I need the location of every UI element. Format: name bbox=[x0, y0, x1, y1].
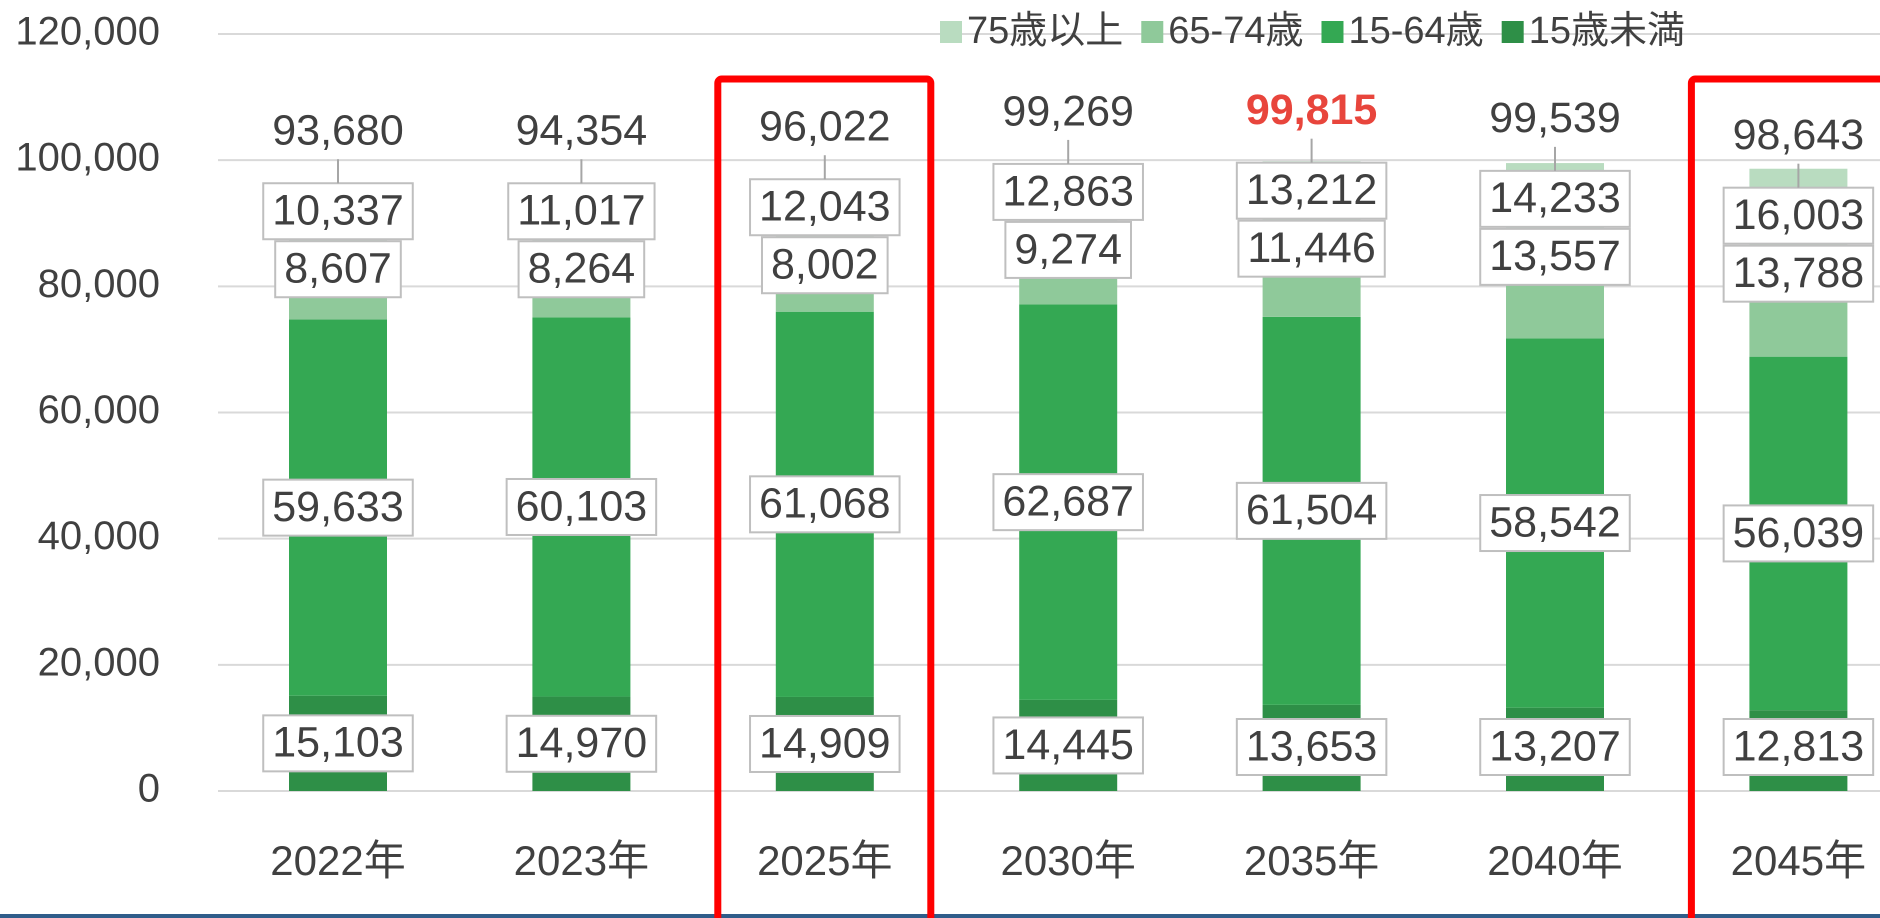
y-tick-label: 0 bbox=[138, 767, 160, 811]
data-label: 15,103 bbox=[272, 719, 404, 767]
data-label: 9,274 bbox=[1014, 225, 1122, 273]
total-label: 98,643 bbox=[1733, 111, 1865, 159]
legend-label: 15-64歳 bbox=[1348, 10, 1483, 52]
data-label-box bbox=[262, 714, 414, 773]
data-label-box bbox=[262, 182, 414, 241]
data-label-box bbox=[992, 716, 1144, 775]
legend-swatch bbox=[1141, 21, 1164, 43]
data-label: 56,039 bbox=[1733, 509, 1865, 557]
data-label: 10,337 bbox=[272, 187, 404, 235]
data-label-box bbox=[505, 714, 658, 773]
x-tick-label: 2045年 bbox=[1731, 837, 1866, 884]
data-label-box bbox=[1235, 718, 1388, 776]
data-label: 11,017 bbox=[517, 187, 645, 235]
total-label: 96,022 bbox=[759, 103, 891, 151]
data-label-box bbox=[749, 178, 901, 237]
data-label-box bbox=[1722, 718, 1875, 776]
x-tick-label: 2035年 bbox=[1244, 837, 1379, 884]
legend-label: 15歳未満 bbox=[1529, 10, 1685, 52]
total-label: 99,815 bbox=[1246, 86, 1378, 134]
data-label: 12,813 bbox=[1733, 722, 1865, 770]
data-label: 62,687 bbox=[1002, 478, 1134, 526]
total-label: 94,354 bbox=[516, 107, 648, 155]
data-label-box bbox=[505, 477, 658, 536]
highlight-box bbox=[714, 75, 935, 918]
x-tick-label: 2025年 bbox=[757, 837, 892, 884]
data-label: 13,212 bbox=[1246, 166, 1378, 214]
data-label: 12,863 bbox=[1002, 167, 1134, 215]
data-label: 14,445 bbox=[1002, 721, 1134, 769]
data-label: 60,103 bbox=[516, 482, 648, 530]
data-label-box bbox=[274, 240, 402, 299]
legend-swatch bbox=[1501, 21, 1524, 43]
data-label: 11,446 bbox=[1247, 224, 1375, 272]
data-label-box bbox=[1235, 481, 1388, 540]
legend-label: 65-74歳 bbox=[1168, 10, 1303, 52]
data-label-box bbox=[749, 475, 901, 534]
y-tick-label: 80,000 bbox=[38, 262, 160, 306]
data-label: 14,233 bbox=[1489, 174, 1621, 222]
data-label: 61,504 bbox=[1246, 486, 1378, 534]
legend-swatch bbox=[1321, 21, 1344, 43]
y-tick-label: 100,000 bbox=[15, 136, 160, 180]
x-tick-label: 2022年 bbox=[270, 837, 405, 884]
data-label-box bbox=[262, 478, 414, 537]
data-label: 12,043 bbox=[759, 183, 891, 231]
data-label: 16,003 bbox=[1733, 191, 1865, 239]
data-label-box bbox=[1722, 186, 1875, 245]
data-label-box bbox=[1237, 219, 1386, 278]
data-label: 14,970 bbox=[516, 719, 648, 767]
data-label-box bbox=[1235, 161, 1388, 220]
y-tick-label: 120,000 bbox=[15, 10, 160, 54]
data-label: 61,068 bbox=[759, 480, 891, 528]
y-tick-label: 20,000 bbox=[38, 640, 160, 684]
data-label-box bbox=[749, 714, 901, 773]
data-label: 13,557 bbox=[1489, 232, 1621, 280]
x-tick-label: 2040年 bbox=[1487, 837, 1622, 884]
total-label: 93,680 bbox=[272, 107, 404, 155]
data-label: 14,909 bbox=[759, 719, 891, 767]
highlight-box bbox=[1687, 75, 1880, 918]
y-tick-label: 40,000 bbox=[38, 514, 160, 558]
data-label: 13,653 bbox=[1246, 722, 1378, 770]
data-label: 8,607 bbox=[284, 245, 392, 293]
data-label-box bbox=[760, 236, 889, 295]
data-label: 59,633 bbox=[272, 483, 404, 531]
data-label-box bbox=[1722, 504, 1875, 563]
data-label: 8,264 bbox=[528, 245, 636, 293]
total-label: 99,539 bbox=[1489, 94, 1621, 142]
data-label-box bbox=[517, 240, 646, 299]
data-label-box bbox=[1479, 494, 1631, 553]
data-label-box bbox=[1004, 220, 1133, 279]
data-label: 8,002 bbox=[771, 241, 879, 289]
data-label-box bbox=[1479, 227, 1631, 286]
data-label-box bbox=[992, 162, 1144, 221]
data-label-box bbox=[507, 182, 656, 241]
legend-swatch bbox=[940, 21, 962, 43]
data-label-box bbox=[1479, 169, 1631, 228]
y-tick-label: 60,000 bbox=[38, 388, 160, 432]
data-label: 13,207 bbox=[1489, 722, 1621, 770]
data-label: 13,788 bbox=[1733, 249, 1865, 297]
data-label: 58,542 bbox=[1489, 498, 1621, 546]
x-tick-label: 2030年 bbox=[1000, 837, 1135, 884]
data-label-box bbox=[1479, 718, 1631, 776]
total-label: 99,269 bbox=[1002, 87, 1134, 135]
legend-label: 75歳以上 bbox=[967, 10, 1123, 52]
x-tick-label: 2023年 bbox=[514, 837, 649, 884]
data-label-box bbox=[992, 473, 1144, 532]
data-label-box bbox=[1722, 244, 1875, 303]
